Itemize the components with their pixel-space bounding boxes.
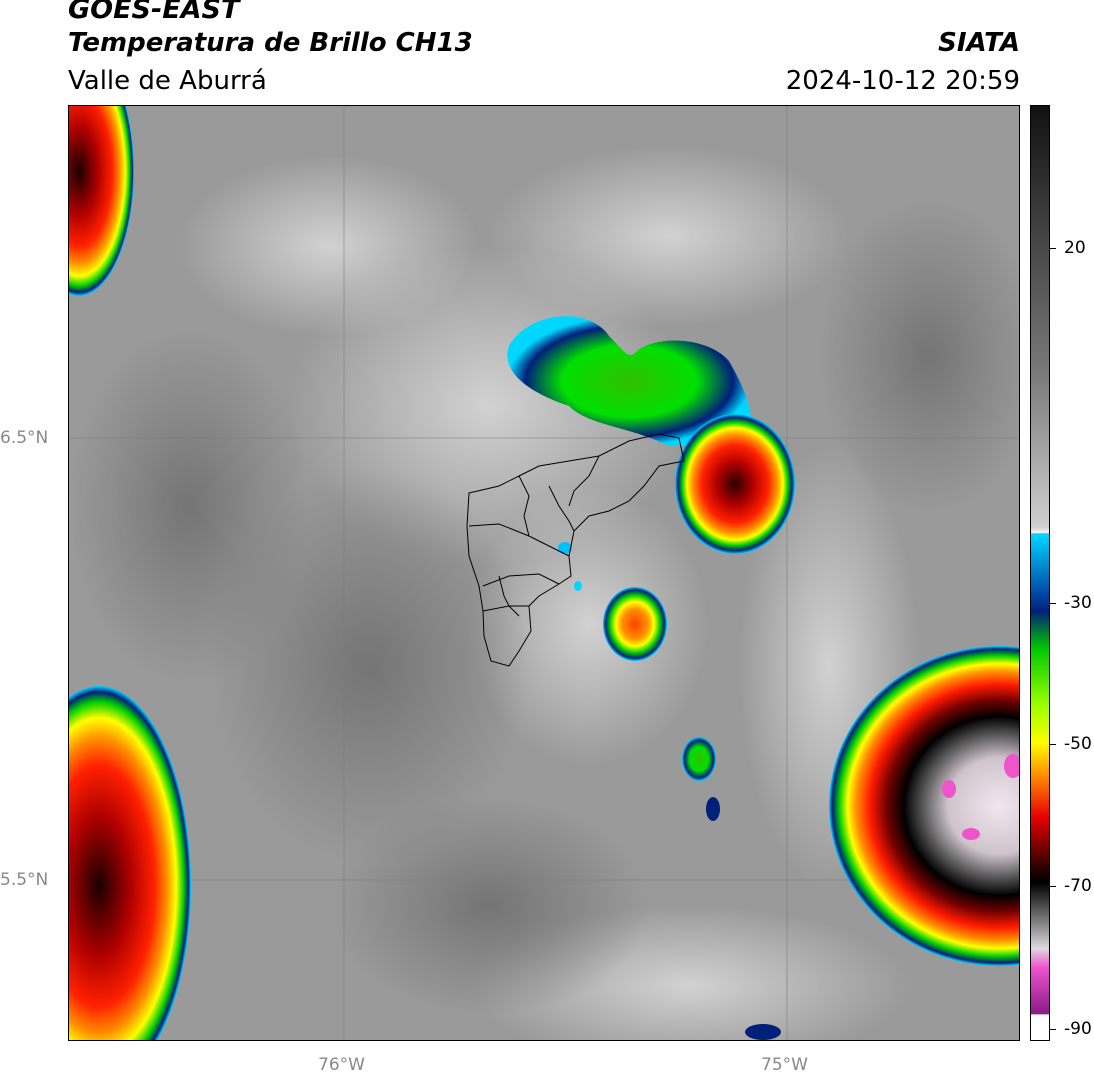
lon-label-76w: 76°W (318, 1055, 365, 1075)
lon-label-75w: 75°W (761, 1055, 808, 1075)
storm-cell-southwest-edge (69, 686, 191, 1040)
municipal-boundaries (466, 433, 685, 667)
storm-cell-north-complex (507, 316, 752, 446)
timestamp-label: 2024-10-12 20:59 (785, 66, 1020, 96)
lat-label-5-5: 5.5°N (0, 870, 49, 890)
region-subtitle: Valle de Aburrá (68, 66, 267, 96)
satellite-title: GOES-EAST (68, 0, 240, 25)
colorbar-label-m90: -90 (1064, 1019, 1092, 1039)
colorbar-gradient (1031, 106, 1049, 1040)
satellite-map[interactable] (68, 105, 1020, 1041)
colorbar-tick-m70 (1050, 886, 1056, 887)
storm-cell-east-large (829, 646, 1019, 966)
storm-cell-south-small (603, 587, 667, 661)
temperature-colorbar (1030, 105, 1050, 1041)
map-canvas (69, 106, 1019, 1040)
storm-cell-northwest-edge (69, 106, 134, 296)
cloud-texture (69, 146, 1019, 1040)
colorbar-label-20: 20 (1064, 238, 1086, 258)
storm-cell-east-main (675, 414, 795, 554)
storm-cell-tiny (558, 542, 781, 1040)
colorbar-tick-m90 (1050, 1029, 1056, 1030)
product-title: Temperatura de Brillo CH13 (68, 28, 473, 58)
colorbar-tick-m50 (1050, 744, 1056, 745)
organization-label: SIATA (938, 28, 1020, 58)
lat-label-6-5: 6.5°N (0, 428, 49, 448)
colorbar-tick-20 (1050, 248, 1056, 249)
colorbar-tick-m30 (1050, 603, 1056, 604)
colorbar-label-m50: -50 (1064, 734, 1092, 754)
colorbar-label-m30: -30 (1064, 593, 1092, 613)
colorbar-label-m70: -70 (1064, 876, 1092, 896)
